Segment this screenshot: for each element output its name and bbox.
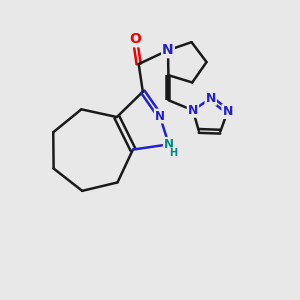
Text: O: O xyxy=(129,32,141,46)
Text: N: N xyxy=(162,43,174,57)
Text: N: N xyxy=(155,110,165,123)
Text: H: H xyxy=(169,148,178,158)
Text: N: N xyxy=(206,92,216,105)
Text: N: N xyxy=(188,104,198,117)
Text: N: N xyxy=(164,138,174,151)
Text: N: N xyxy=(222,105,233,118)
